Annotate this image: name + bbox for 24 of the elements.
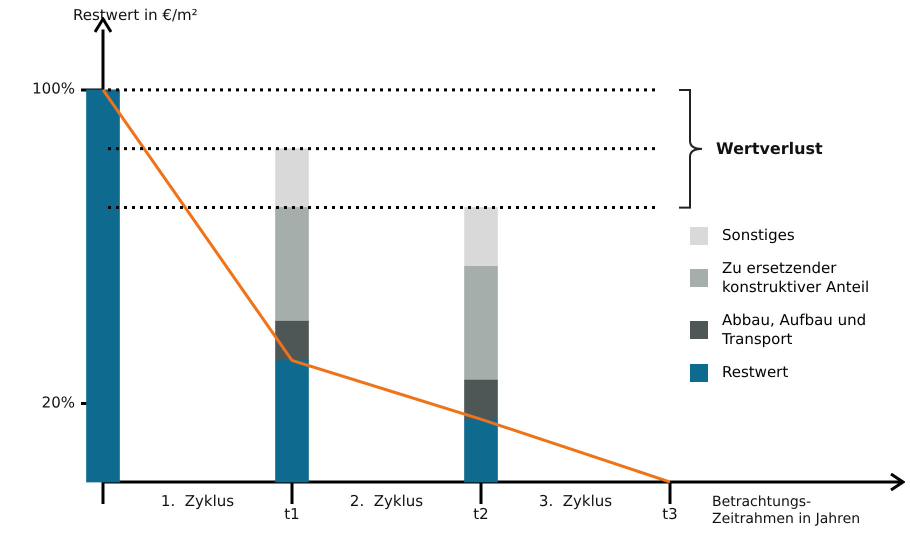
x-tick-label: t3 (662, 504, 678, 523)
bar (464, 207, 498, 267)
y-tick-label: 20% (42, 393, 75, 412)
bar (464, 418, 498, 482)
text: 1. Zyklus (160, 492, 234, 510)
bar (275, 207, 309, 322)
x-axis-title: Betrachtungs- Zeitrahmen in Jahren (712, 494, 860, 528)
legend-label: Abbau, Aufbau und Transport (722, 311, 868, 349)
text: 3. Zyklus (538, 492, 612, 510)
x-tick-label: t2 (473, 504, 489, 523)
legend-label: Zu ersetzender konstruktiver Anteil (722, 259, 870, 297)
y-tick-label: 100% (32, 80, 75, 98)
bar (464, 266, 498, 380)
legend-label: Sonstiges (722, 226, 795, 245)
bar (275, 320, 309, 361)
bar (86, 89, 120, 482)
text: 2. Zyklus (350, 492, 424, 510)
bar (464, 380, 498, 420)
bar (275, 148, 309, 208)
x-tick-label: t1 (284, 504, 300, 523)
legend-label: Restwert (722, 363, 788, 382)
y-axis-title: Restwert in €/m² (73, 6, 198, 24)
bar (275, 360, 309, 482)
text: Wertverlust (716, 138, 823, 158)
